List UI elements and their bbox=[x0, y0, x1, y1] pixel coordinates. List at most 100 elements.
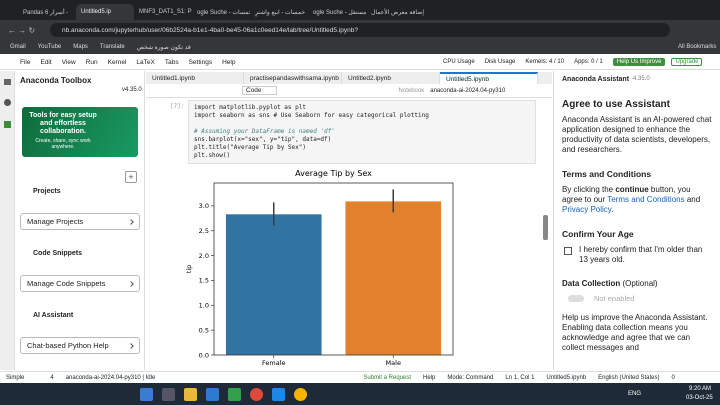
code-line: import seaborn as sns # Use Seaborn for … bbox=[194, 112, 429, 119]
add-button[interactable]: + bbox=[125, 171, 137, 183]
clock-date[interactable]: 03-Oct-25 bbox=[686, 395, 713, 401]
chevron bbox=[128, 280, 134, 287]
status-help[interactable]: Help bbox=[423, 374, 436, 381]
app-icon[interactable] bbox=[294, 387, 307, 401]
menu-item[interactable]: View bbox=[61, 59, 76, 66]
browser-tab[interactable]: MNF3_DAT1_S1: Proj bbox=[139, 9, 192, 15]
terminal-count: 4 bbox=[50, 374, 54, 381]
code-cell[interactable]: import matplotlib.pyplot as plt import se… bbox=[188, 100, 536, 164]
bookmarks-bar: Gmail YouTube Maps Translate قد تكون صورة شخ… bbox=[0, 40, 720, 54]
mode-toggle[interactable]: Simple bbox=[6, 374, 25, 381]
cpu-usage: CPU Usage bbox=[443, 59, 475, 65]
bar bbox=[225, 214, 322, 355]
help-improve-button[interactable]: Help Us Improve bbox=[612, 58, 666, 66]
notifications[interactable]: 0 bbox=[671, 374, 675, 381]
browser-tab[interactable]: Untitled5.ip bbox=[76, 4, 134, 20]
banner[interactable]: Tools for easy setup and effortless coll… bbox=[22, 107, 138, 157]
cell-prompt: [7]: bbox=[170, 103, 185, 110]
browser-tab[interactable]: Pandas أسرار 6 - bbox=[23, 9, 69, 16]
terms-part: By clicking the bbox=[562, 185, 616, 194]
app-icon[interactable] bbox=[272, 387, 285, 401]
menu-item[interactable]: LaTeX bbox=[136, 59, 155, 66]
age-checkbox[interactable] bbox=[564, 247, 572, 255]
y-tick-label: 0.0 bbox=[199, 351, 209, 359]
chart-title: Average Tip by Sex bbox=[295, 169, 372, 178]
menu-item[interactable]: Run bbox=[85, 59, 98, 66]
terms-part[interactable]: Terms and Conditions bbox=[607, 195, 685, 204]
notebook-tab[interactable]: practisepandaswithsama.ipynb bbox=[244, 72, 342, 84]
menu-item[interactable]: Edit bbox=[40, 59, 52, 66]
data-text: Help us improve the Anaconda Assistant. … bbox=[562, 313, 708, 352]
notebook-tab[interactable]: Untitled5.ipynb bbox=[440, 72, 538, 84]
bookmark[interactable]: Maps bbox=[73, 44, 88, 50]
age-text: I hereby confirm that I'm older than 13 … bbox=[579, 245, 703, 264]
app-icon[interactable] bbox=[184, 387, 197, 401]
section-button[interactable]: Manage Code Snippets bbox=[20, 275, 140, 292]
status-file: Untitled5.ipynb bbox=[546, 374, 587, 381]
start-button[interactable] bbox=[140, 387, 153, 401]
terms-part[interactable]: Privacy Policy bbox=[562, 205, 612, 214]
assistant-panel: Anaconda Assistant 4.35.0 Agree to use A… bbox=[553, 71, 720, 370]
url-bar[interactable]: nb.anaconda.com/jupyterhub/user/06b2524a… bbox=[50, 23, 670, 37]
menu-item[interactable]: Kernel bbox=[107, 59, 127, 66]
browser-tab[interactable]: ogle Suche - خمسات bbox=[197, 9, 250, 16]
button-label: Chat-based Python Help bbox=[27, 341, 109, 350]
browser-tab[interactable]: ogle Suche - مستقل bbox=[313, 9, 366, 16]
terms-part: and bbox=[684, 195, 701, 204]
cell-type-select[interactable]: Code bbox=[242, 86, 277, 95]
notebook-toolbar: Code Notebook anaconda-ai-2024.04-py310 bbox=[146, 84, 552, 98]
folder-icon[interactable] bbox=[4, 79, 11, 85]
upgrade-button[interactable]: Upgrade bbox=[671, 58, 703, 66]
chevron bbox=[128, 342, 134, 349]
app-icon[interactable] bbox=[162, 387, 175, 401]
bookmark[interactable]: YouTube bbox=[37, 44, 62, 50]
assistant-version: 4.35.0 bbox=[633, 76, 650, 82]
kernel-status: anaconda-ai-2024.04-py310 | Idle bbox=[65, 374, 156, 381]
menu-item[interactable]: File bbox=[20, 59, 31, 66]
browser-tab[interactable]: إضافة معرض الأعمال bbox=[371, 9, 424, 16]
notebook-tab[interactable]: Untitled2.ipynb bbox=[342, 72, 440, 84]
app-icon[interactable] bbox=[206, 387, 219, 401]
menu-bar: File Edit View Run Kernel LaTeX Tabs Settings He… bbox=[0, 56, 720, 70]
notebook-label: Notebook bbox=[398, 87, 425, 94]
app-icon[interactable] bbox=[228, 387, 241, 401]
chart: Average Tip by Sex tip 0.0 0.5 1.0 1.5 2.0 2.5 3… bbox=[185, 169, 454, 367]
kernel-name[interactable]: anaconda-ai-2024.04-py310 bbox=[430, 87, 506, 94]
apps: Apps: 0 / 1 bbox=[574, 59, 603, 65]
y-tick-label: 2.5 bbox=[199, 227, 209, 235]
menu-item[interactable]: Tabs bbox=[164, 59, 179, 66]
chevron bbox=[128, 218, 134, 225]
toggle[interactable] bbox=[568, 295, 584, 302]
browser-tab[interactable]: خمسات - ابيع واشترِ bbox=[255, 9, 306, 16]
code-line: # Assuming your DataFrame is named 'df' bbox=[194, 128, 335, 135]
terms-part: button, you agree to our bbox=[562, 185, 691, 204]
all-bookmarks[interactable]: All Bookmarks bbox=[678, 44, 717, 50]
bookmark[interactable]: Translate bbox=[99, 44, 125, 50]
taskbar-apps bbox=[140, 387, 316, 401]
code-line: plt.show() bbox=[194, 152, 231, 159]
notebook-tab[interactable]: Untitled1.ipynb bbox=[146, 72, 244, 84]
toolbox-icon[interactable] bbox=[4, 121, 11, 128]
status-language: English (United States) bbox=[598, 374, 660, 381]
menu-item[interactable]: Help bbox=[222, 59, 236, 66]
clock-time[interactable]: 9:20 AM bbox=[689, 386, 712, 392]
taskbar: ENG 9:20 AM 03-Oct-25 bbox=[0, 383, 720, 405]
input-language[interactable]: ENG bbox=[628, 391, 642, 397]
submit-request[interactable]: Submit a Request bbox=[363, 374, 412, 381]
cursor-position: Ln 1, Col 1 bbox=[505, 374, 535, 381]
status-mode: Mode: Command bbox=[447, 374, 494, 381]
y-tick-label: 0.5 bbox=[199, 326, 209, 334]
age-heading: Confirm Your Age bbox=[562, 229, 634, 239]
code-line: sns.barplot(x="sex", y="tip", data=df) bbox=[194, 136, 332, 143]
notebook-tabs: Untitled1.ipynb practisepandaswithsama.ip… bbox=[146, 72, 552, 84]
section-button[interactable]: Manage Projects bbox=[20, 213, 140, 230]
running-icon[interactable] bbox=[4, 99, 11, 106]
banner-headline: Tools for easy setup and effortless coll… bbox=[29, 112, 97, 135]
menu-item[interactable]: Settings bbox=[188, 59, 213, 66]
bookmark[interactable]: Gmail bbox=[10, 44, 26, 50]
app-icon[interactable] bbox=[250, 387, 263, 401]
kernels: Kernels: 4 / 10 bbox=[525, 59, 565, 65]
section-button[interactable]: Chat-based Python Help bbox=[20, 337, 140, 354]
bookmark[interactable]: قد تكون صورة شخص bbox=[136, 44, 191, 51]
